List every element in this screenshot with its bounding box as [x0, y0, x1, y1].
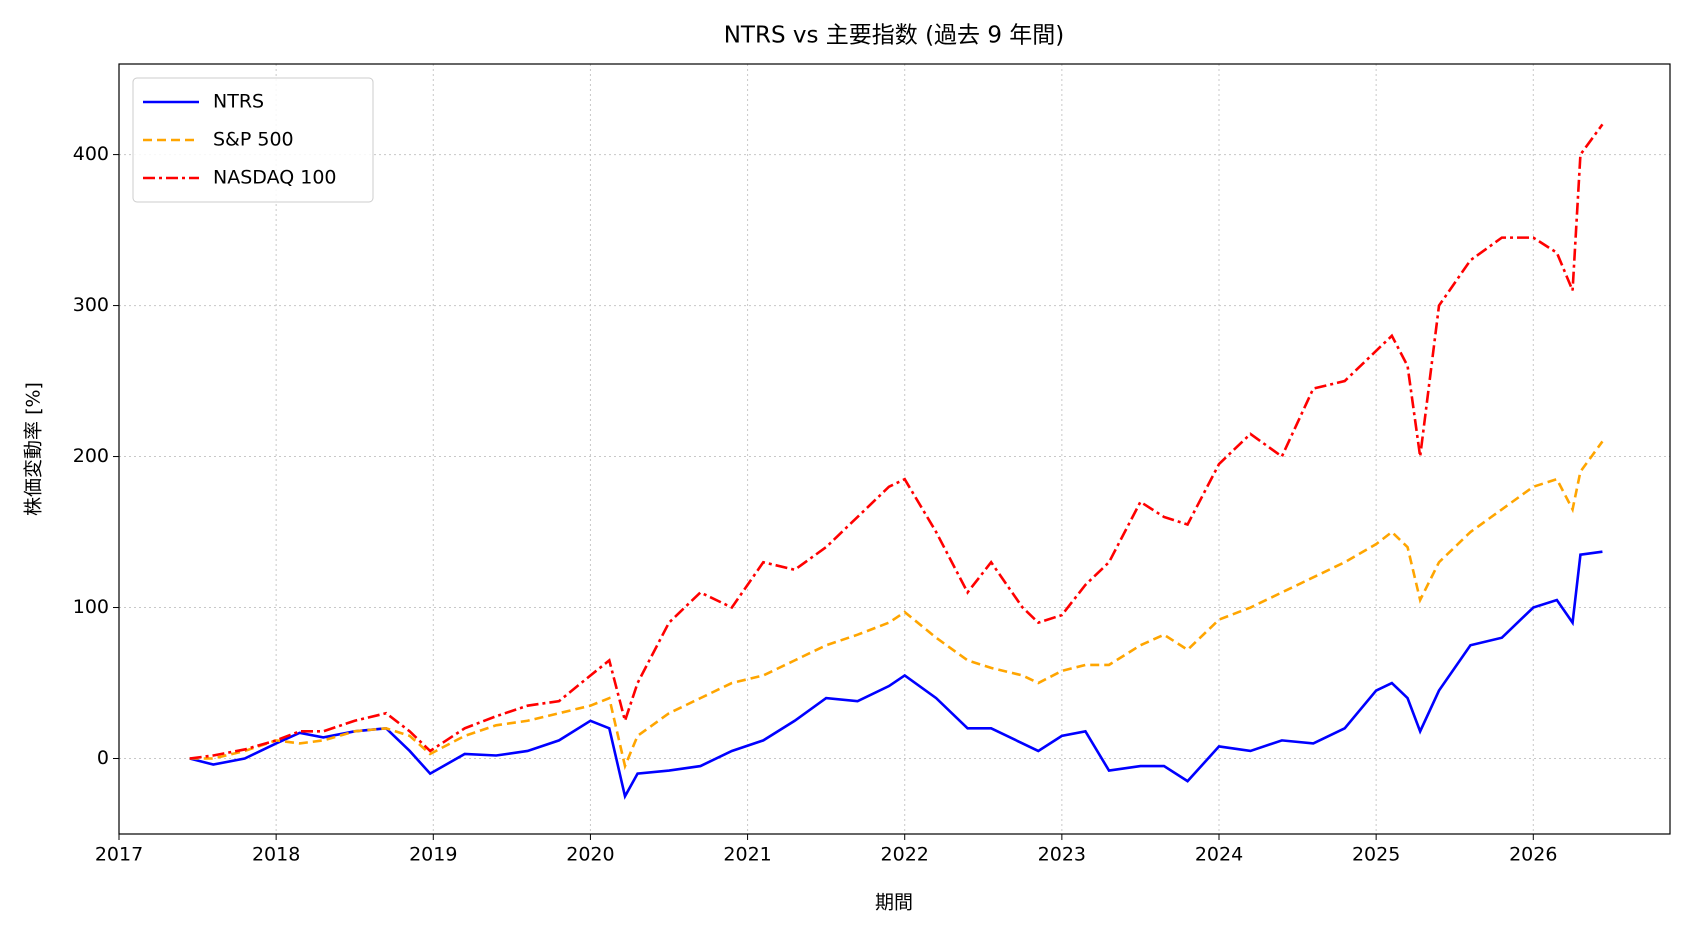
legend-label: S&P 500 [213, 129, 294, 151]
legend-box [132, 77, 374, 203]
plot-frame [118, 63, 1671, 835]
x-tick-label: 2018 [252, 844, 300, 866]
data-line [189, 123, 1604, 760]
x-tick-label: 2020 [566, 844, 614, 866]
data-line [189, 440, 1604, 771]
y-tick-label: 400 [73, 143, 109, 165]
x-tick-label: 2019 [409, 844, 457, 866]
x-tick-label: 2025 [1352, 844, 1400, 866]
data-line [189, 550, 1603, 800]
x-tick-label: 2023 [1038, 844, 1086, 866]
legend-label: NASDAQ 100 [213, 167, 337, 189]
y-tick-label: 100 [73, 596, 109, 618]
y-tick-label: 200 [73, 445, 109, 467]
x-tick-label: 2024 [1195, 844, 1243, 866]
x-tick-label: 2017 [95, 844, 143, 866]
x-axis-label: 期間 [875, 892, 913, 914]
y-tick-label: 0 [97, 747, 109, 769]
y-axis-label: 株価変動率 [%] [23, 382, 45, 516]
chart-title: NTRS vs 主要指数 (過去 9 年間) [724, 23, 1065, 49]
y-tick-label: 300 [73, 294, 109, 316]
x-tick-label: 2026 [1509, 844, 1557, 866]
legend-label: NTRS [213, 91, 264, 113]
x-tick-label: 2022 [881, 844, 929, 866]
x-tick-label: 2021 [723, 844, 771, 866]
